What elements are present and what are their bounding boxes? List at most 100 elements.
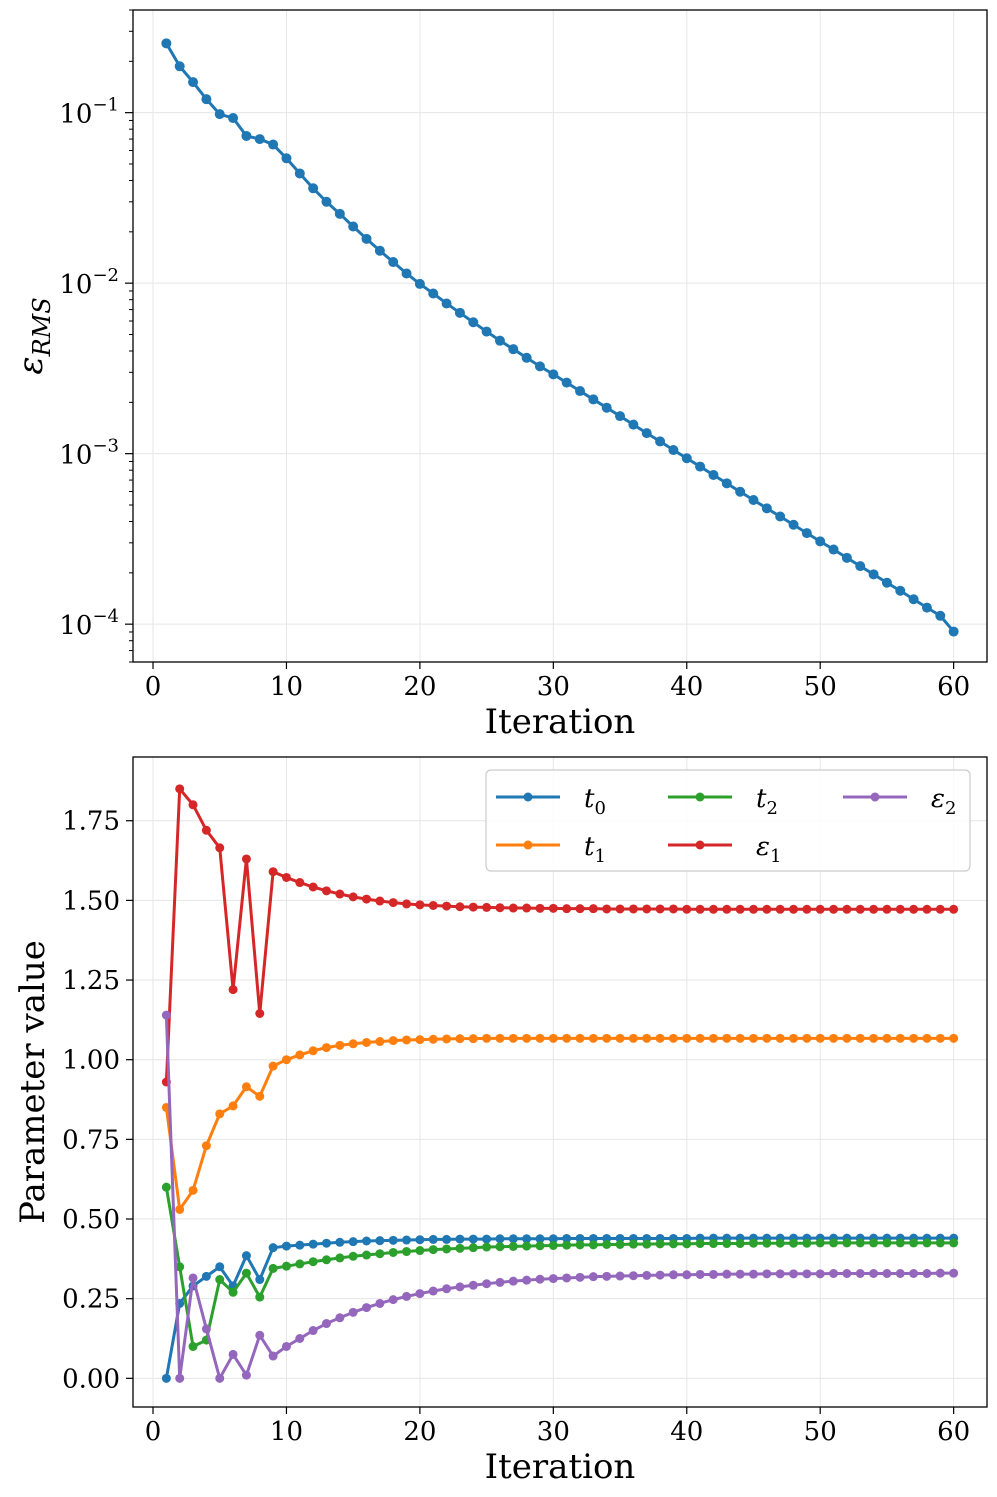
data-point — [922, 904, 932, 914]
parameter-value-chart: 0 10 20 30 40 50 60 0.00 0.25 0.50 0.75 1.00 1.25 1.5… — [13, 756, 988, 1487]
data-point — [522, 1033, 532, 1043]
data-point — [255, 1292, 265, 1302]
data-point — [175, 1373, 185, 1383]
data-point — [842, 1033, 852, 1043]
data-point — [535, 903, 545, 913]
data-point — [655, 1270, 665, 1280]
data-point — [789, 1269, 799, 1279]
data-point — [255, 1091, 265, 1101]
data-point — [442, 901, 452, 911]
data-point — [321, 1255, 331, 1265]
data-point — [668, 1239, 678, 1249]
data-point — [188, 1185, 198, 1195]
data-point — [215, 1373, 225, 1383]
data-point — [575, 1033, 585, 1043]
data-point — [655, 1033, 665, 1043]
data-point — [935, 1268, 945, 1278]
data-point — [428, 1245, 438, 1255]
data-point — [735, 1239, 745, 1249]
data-point — [548, 1234, 558, 1244]
plot-frame — [132, 756, 988, 1408]
data-point — [522, 1241, 532, 1251]
data-point — [762, 1238, 772, 1248]
series-ε2 — [161, 1010, 959, 1383]
data-point — [735, 1269, 745, 1279]
data-point — [708, 1269, 718, 1279]
data-point — [615, 1240, 625, 1249]
data-point — [695, 1033, 705, 1043]
data-point — [575, 904, 585, 914]
x-tick-label: 60 — [937, 1417, 970, 1447]
data-point — [241, 1251, 251, 1261]
data-point — [335, 1040, 345, 1050]
data-point — [535, 1033, 545, 1043]
data-point — [228, 113, 239, 124]
data-point — [655, 904, 665, 914]
data-point — [268, 867, 278, 877]
data-point — [255, 1275, 265, 1285]
data-point — [348, 1307, 358, 1317]
data-point — [681, 453, 692, 464]
data-point — [321, 1319, 331, 1329]
data-point — [281, 1261, 291, 1271]
data-point — [161, 38, 172, 49]
data-point — [775, 511, 786, 522]
data-point — [228, 1101, 238, 1111]
data-point — [921, 602, 932, 613]
data-point — [281, 153, 292, 164]
data-point — [415, 1289, 425, 1299]
data-point — [548, 1240, 558, 1250]
data-point — [481, 326, 492, 337]
data-point — [482, 1242, 492, 1252]
data-point — [922, 1033, 932, 1043]
data-point — [655, 1239, 665, 1249]
data-point — [175, 1204, 185, 1214]
data-point — [534, 361, 545, 372]
data-point — [841, 552, 852, 563]
data-point — [895, 904, 905, 914]
data-point — [268, 1243, 278, 1253]
x-tick-label: 10 — [270, 672, 303, 702]
data-point — [188, 800, 198, 810]
data-point — [895, 1238, 905, 1248]
data-point — [454, 307, 465, 318]
data-point — [935, 1238, 945, 1248]
data-point — [161, 1373, 171, 1383]
data-point — [455, 902, 465, 912]
data-point — [668, 1033, 678, 1043]
data-point — [402, 899, 412, 909]
data-point — [402, 1247, 412, 1257]
data-point — [949, 1033, 959, 1043]
data-point — [455, 1282, 465, 1292]
data-point — [308, 1326, 318, 1336]
data-point — [255, 1330, 265, 1340]
data-point — [415, 900, 425, 910]
data-point — [682, 904, 692, 914]
data-point — [415, 1235, 425, 1245]
data-point — [402, 1035, 412, 1045]
data-point — [869, 1268, 879, 1278]
data-point — [881, 577, 892, 588]
y-tick-label: 1.25 — [62, 966, 120, 996]
data-point — [708, 1033, 718, 1043]
data-point — [882, 1033, 892, 1043]
data-point — [362, 1236, 372, 1246]
data-point — [415, 1035, 425, 1045]
data-point — [415, 1246, 425, 1256]
data-point — [735, 1033, 745, 1043]
x-axis-label: Iteration — [485, 702, 636, 742]
data-point — [868, 569, 879, 580]
data-point — [375, 1298, 385, 1308]
data-point — [789, 1033, 799, 1043]
data-point — [482, 902, 492, 912]
data-point — [815, 1238, 825, 1248]
data-point — [869, 1033, 879, 1043]
data-point — [575, 386, 586, 397]
data-point — [482, 1279, 492, 1289]
data-point — [201, 825, 211, 835]
series-line — [164, 1015, 954, 1380]
data-point — [401, 268, 412, 279]
data-point — [588, 394, 599, 405]
data-point — [602, 904, 612, 914]
